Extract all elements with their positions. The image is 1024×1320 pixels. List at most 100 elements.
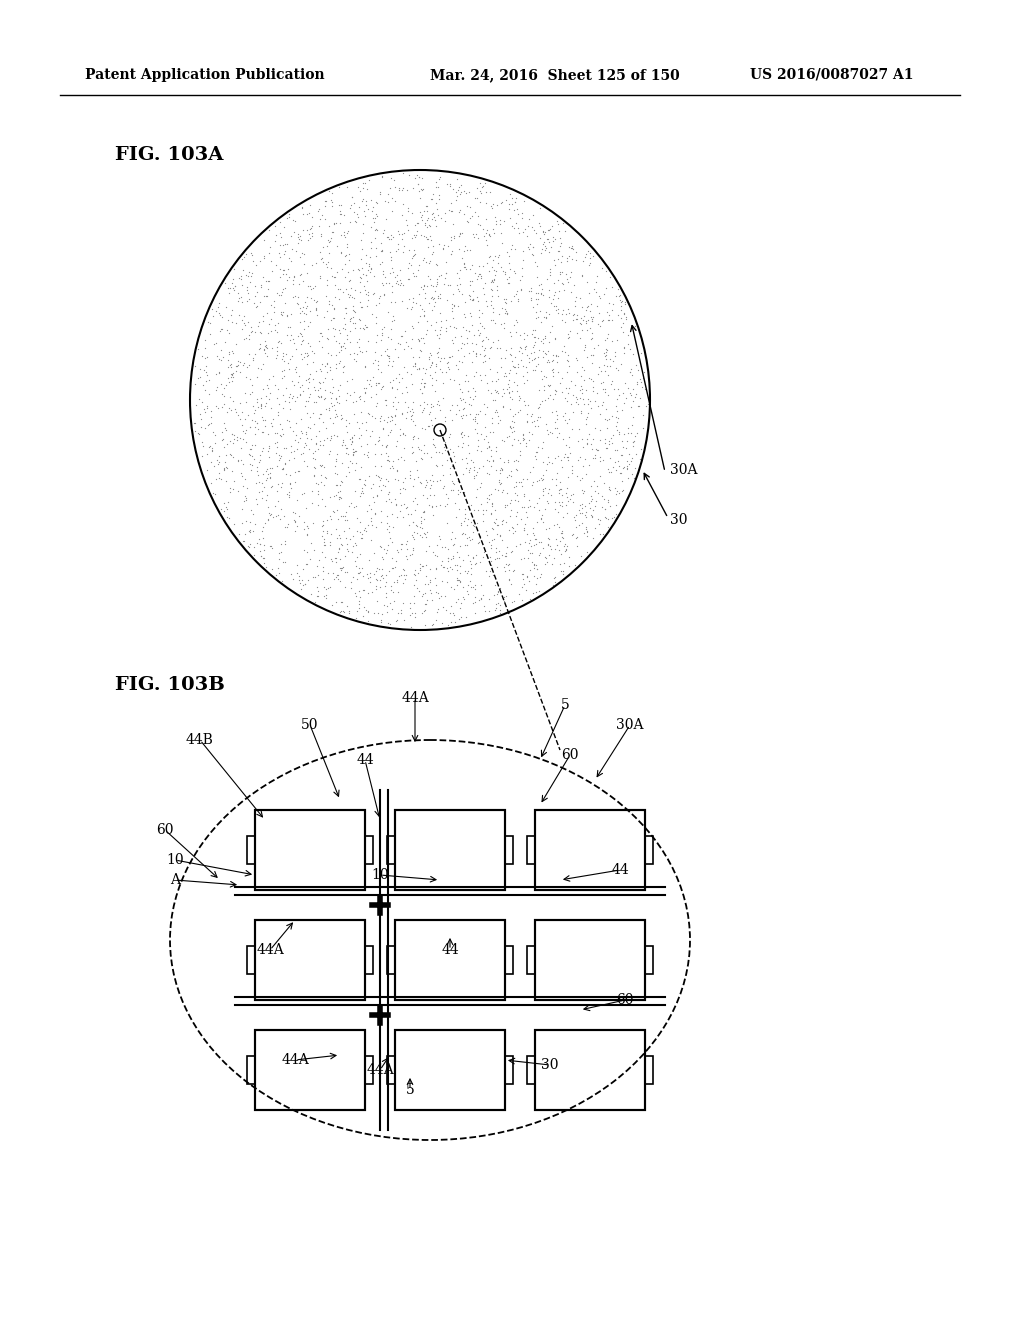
Point [343,541,359,562]
Point [553,478,569,499]
Point [332,557,348,578]
Point [531,275,548,296]
Point [601,293,617,314]
Point [528,511,545,532]
Point [254,487,270,508]
Point [347,550,364,572]
Point [459,195,475,216]
Point [518,370,535,391]
Point [335,356,351,378]
Point [538,327,554,348]
Point [304,215,321,236]
Point [487,260,504,281]
Point [457,306,473,327]
Point [378,586,394,607]
Point [369,579,385,601]
Point [618,455,635,477]
Point [348,609,365,630]
Point [578,507,594,528]
Point [564,418,581,440]
Point [580,388,596,409]
Point [439,546,456,568]
Point [272,267,289,288]
Point [374,434,390,455]
Point [444,395,461,416]
Point [522,536,539,557]
Point [509,381,525,403]
Point [355,606,372,627]
Point [352,341,369,362]
Point [385,396,401,417]
Point [365,201,381,222]
Point [242,438,258,459]
Point [519,215,536,236]
Point [507,263,523,284]
Point [411,346,427,367]
Point [283,325,299,346]
Point [510,401,526,422]
Point [337,313,353,334]
Point [561,488,578,510]
Point [593,360,609,381]
Point [244,321,260,342]
Point [194,432,210,453]
Point [518,469,535,490]
Point [307,433,324,454]
Point [352,248,369,269]
Point [317,253,334,275]
Point [407,354,423,375]
Bar [505,946,513,974]
Point [592,510,608,531]
Point [369,569,385,590]
Point [244,244,260,265]
Point [514,589,530,610]
Point [305,290,322,312]
Point [550,362,566,383]
Point [392,269,409,290]
Point [356,276,373,297]
Point [573,383,590,404]
Point [249,296,265,317]
Point [315,561,332,582]
Point [347,480,364,502]
Point [607,396,624,417]
Point [216,413,232,434]
Point [497,561,513,582]
Point [461,442,477,463]
Point [384,310,400,331]
Point [487,399,504,420]
Point [577,339,593,360]
Point [372,183,388,205]
Point [470,265,486,286]
Point [251,312,267,333]
Point [488,583,505,605]
Point [428,193,444,214]
Point [540,219,556,240]
Point [368,383,384,404]
Point [311,378,328,399]
Point [251,338,267,359]
Point [488,276,505,297]
Point [561,409,578,430]
Point [468,545,484,566]
Point [597,498,613,519]
Point [223,273,240,294]
Point [537,553,553,574]
Point [587,447,603,469]
Point [259,375,275,396]
Point [260,510,276,531]
Point [535,478,551,499]
Point [327,568,343,589]
Point [550,286,566,308]
Point [296,318,312,339]
Point [556,536,572,557]
Point [483,280,500,301]
Point [357,314,374,335]
Point [364,513,380,535]
Point [608,420,625,441]
Point [498,511,514,532]
Point [407,574,423,595]
Point [574,498,591,519]
Point [351,388,368,409]
Point [445,227,462,248]
